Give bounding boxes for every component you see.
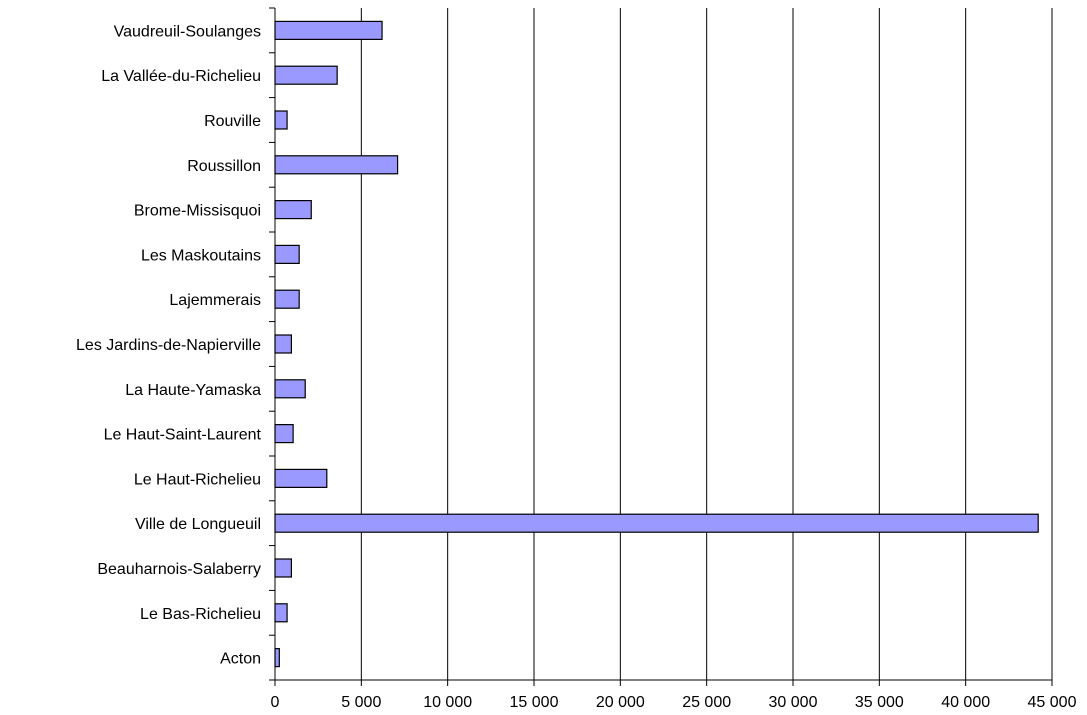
category-label: Les Jardins-de-Napierville bbox=[76, 337, 261, 354]
label-layer: 0 5 000 10 000 15 000 20 000 25 000 30 000 35 0… bbox=[76, 23, 1077, 711]
bar-brome-missisquoi bbox=[274, 200, 312, 220]
x-tick-label: 15 000 bbox=[510, 694, 559, 711]
bar-le-haut-richelieu bbox=[274, 468, 328, 488]
category-label: Les Maskoutains bbox=[141, 247, 261, 264]
x-tick-label: 25 000 bbox=[682, 694, 731, 711]
bar-la-vall-e-du-richelieu bbox=[274, 65, 338, 85]
x-tick-label: 45 000 bbox=[1028, 694, 1077, 711]
x-tick-label: 10 000 bbox=[423, 694, 472, 711]
bar-les-maskoutains bbox=[274, 244, 300, 264]
x-tick-label: 0 bbox=[271, 694, 280, 711]
category-label: La Vallée-du-Richelieu bbox=[101, 68, 261, 85]
category-label: Acton bbox=[220, 651, 261, 668]
category-label: Vaudreuil-Soulanges bbox=[114, 23, 261, 40]
bar-les-jardins-de-napierville bbox=[274, 334, 293, 354]
category-label: La Haute-Yamaska bbox=[125, 382, 261, 399]
bar-roussillon bbox=[274, 155, 399, 175]
bar-rouville bbox=[274, 110, 288, 130]
category-label: Le Haut-Saint-Laurent bbox=[104, 427, 262, 444]
category-label: Le Haut-Richelieu bbox=[134, 471, 261, 488]
x-tick-label: 20 000 bbox=[596, 694, 645, 711]
bar-la-haute-yamaska bbox=[274, 379, 306, 399]
category-label: Le Bas-Richelieu bbox=[140, 606, 261, 623]
bar-lajemmerais bbox=[274, 289, 300, 309]
category-label: Ville de Longueuil bbox=[135, 516, 261, 533]
bar-le-haut-saint-laurent bbox=[274, 424, 294, 444]
category-label: Rouville bbox=[204, 113, 261, 130]
x-tick-label: 35 000 bbox=[855, 694, 904, 711]
bar-beauharnois-salaberry bbox=[274, 558, 293, 578]
bar-layer bbox=[274, 20, 1039, 668]
axis-layer bbox=[269, 7, 1053, 686]
x-tick-label: 5 000 bbox=[341, 694, 381, 711]
grid-layer bbox=[360, 8, 1053, 680]
bar-le-bas-richelieu bbox=[274, 603, 288, 623]
x-tick-label: 30 000 bbox=[769, 694, 818, 711]
bar-acton bbox=[274, 647, 280, 668]
bar-ville-de-longueuil bbox=[274, 513, 1039, 533]
x-tick-label: 40 000 bbox=[941, 694, 990, 711]
category-label: Brome-Missisquoi bbox=[134, 203, 261, 220]
category-label: Beauharnois-Salaberry bbox=[97, 561, 261, 578]
bar-vaudreuil-soulanges bbox=[274, 20, 383, 40]
category-label: Lajemmerais bbox=[169, 292, 261, 309]
category-label: Roussillon bbox=[187, 158, 261, 175]
